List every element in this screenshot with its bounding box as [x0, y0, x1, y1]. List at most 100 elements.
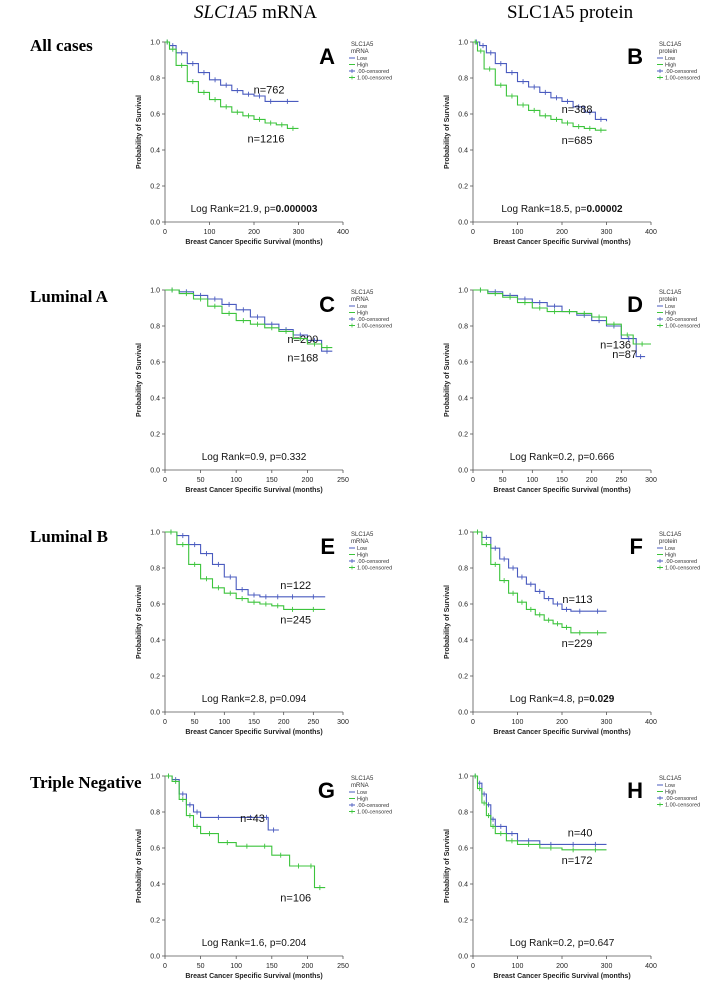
- x-tick-label: 400: [645, 963, 657, 970]
- x-tick-label: 50: [197, 963, 205, 970]
- survival-curve-high: [473, 289, 651, 345]
- x-tick-label: 250: [307, 719, 319, 726]
- log-rank-prefix: Log Rank=21.9, p=: [191, 204, 276, 215]
- n-label-high: n=172: [562, 855, 593, 867]
- x-axis-label: Breast Cancer Specific Survival (months): [185, 729, 322, 736]
- log-rank-prefix: Log Rank=2.8, p=: [202, 694, 282, 705]
- y-axis-label: Probability of Survival: [444, 95, 451, 169]
- legend-title: SLC1A5: [659, 532, 682, 538]
- y-tick-label: 0.6: [458, 602, 468, 609]
- legend-item: Low: [357, 56, 367, 62]
- legend-item: Low: [665, 783, 675, 789]
- y-tick-label: 0.0: [458, 954, 468, 961]
- survival-curve-high: [165, 531, 326, 610]
- y-axis-label: Probability of Survival: [444, 829, 451, 903]
- n-label-high: n=168: [287, 353, 318, 365]
- y-tick-label: 0.2: [458, 674, 468, 681]
- panel-letter: H: [627, 778, 643, 803]
- y-axis-label: Probability of Survival: [444, 343, 451, 417]
- legend-item: .00-censored: [665, 69, 697, 75]
- legend-title: SLC1A5: [351, 776, 374, 782]
- legend-title: SLC1A5: [659, 776, 682, 782]
- y-tick-label: 0.6: [458, 360, 468, 367]
- y-tick-label: 1.0: [458, 40, 468, 47]
- n-label-low: n=388: [562, 104, 593, 116]
- y-axis-label: Probability of Survival: [136, 829, 143, 903]
- x-axis-label: Breast Cancer Specific Survival (months): [493, 973, 630, 980]
- n-label-low: n=40: [568, 827, 593, 839]
- legend-item: .00-censored: [357, 69, 389, 75]
- n-label-high: n=106: [280, 893, 311, 905]
- p-value: 0.647: [589, 938, 614, 949]
- panel-letter: G: [318, 778, 335, 803]
- panel-h-chart: 0.0 0.2 0.4 0.6 0.8 1.0 0 100 200 300 400 Breast Ca…: [444, 773, 700, 980]
- x-tick-label: 300: [645, 477, 657, 484]
- legend-item: .00-censored: [665, 559, 697, 565]
- log-rank-prefix: Log Rank=18.5, p=: [501, 204, 586, 215]
- x-tick-label: 100: [218, 719, 230, 726]
- n-label-high: n=87: [612, 349, 637, 361]
- y-tick-label: 0.6: [150, 846, 160, 853]
- legend-item: .00-censored: [665, 796, 697, 802]
- y-tick-label: 0.0: [458, 220, 468, 227]
- y-tick-label: 0.0: [150, 710, 160, 717]
- legend-title: mRNA: [351, 297, 369, 303]
- legend-item: Low: [357, 790, 367, 796]
- y-tick-label: 1.0: [458, 530, 468, 537]
- x-tick-label: 400: [645, 229, 657, 236]
- legend-item: .00-censored: [357, 317, 389, 323]
- x-axis-label: Breast Cancer Specific Survival (months): [493, 239, 630, 246]
- y-tick-label: 0.0: [150, 954, 160, 961]
- y-tick-label: 0.8: [150, 566, 160, 573]
- p-value: 0.000003: [276, 204, 318, 215]
- p-value: 0.204: [281, 938, 306, 949]
- x-tick-label: 100: [230, 963, 242, 970]
- p-value: 0.029: [589, 694, 614, 705]
- legend-item: High: [665, 63, 676, 69]
- legend-item: High: [357, 797, 368, 803]
- legend-item: Low: [357, 304, 367, 310]
- survival-curve-high: [165, 289, 333, 349]
- x-tick-label: 0: [163, 477, 167, 484]
- n-label-low: n=136: [600, 340, 631, 352]
- legend-title: SLC1A5: [351, 42, 374, 48]
- x-tick-label: 200: [278, 719, 290, 726]
- panel-b-chart: 0.0 0.2 0.4 0.6 0.8 1.0 0 100 200 300 400 Breast Ca…: [444, 39, 700, 246]
- survival-curve-low: [165, 531, 326, 598]
- y-tick-label: 0.8: [150, 810, 160, 817]
- legend-item: 1.00-censored: [357, 810, 392, 816]
- x-tick-label: 100: [204, 229, 216, 236]
- legend-item: 1.00-censored: [357, 76, 392, 82]
- y-tick-label: 0.8: [150, 324, 160, 331]
- panel-g-chart: 0.0 0.2 0.4 0.6 0.8 1.0 0 50 100 150 200 250 Breast …: [136, 773, 392, 980]
- x-tick-label: 250: [337, 477, 349, 484]
- panel-letter: A: [319, 44, 335, 69]
- x-tick-label: 300: [293, 229, 305, 236]
- y-tick-label: 0.4: [458, 638, 468, 645]
- survival-curve-high: [473, 775, 607, 851]
- survival-curve-high: [473, 41, 607, 131]
- y-tick-label: 0.8: [458, 324, 468, 331]
- legend-item: 1.00-censored: [357, 566, 392, 572]
- legend-item: High: [665, 790, 676, 796]
- n-label-high: n=1216: [247, 133, 284, 145]
- legend-title: SLC1A5: [659, 290, 682, 296]
- x-tick-label: 0: [471, 719, 475, 726]
- y-tick-label: 0.4: [458, 396, 468, 403]
- panel-letter: C: [319, 292, 335, 317]
- x-tick-label: 200: [302, 477, 314, 484]
- x-tick-label: 200: [556, 229, 568, 236]
- y-tick-label: 0.6: [150, 360, 160, 367]
- panel-c-chart: 0.0 0.2 0.4 0.6 0.8 1.0 0 50 100 150 200 250 Breast …: [136, 287, 392, 494]
- n-label-high: n=229: [562, 638, 593, 650]
- survival-curve-high: [165, 775, 326, 889]
- p-value: 0.332: [281, 452, 306, 463]
- legend-item: 1.00-censored: [665, 566, 700, 572]
- legend-title: mRNA: [351, 49, 369, 55]
- legend-item: High: [357, 63, 368, 69]
- column-title-protein: SLC1A5 protein: [507, 2, 634, 23]
- panel-e-chart: 0.0 0.2 0.4 0.6 0.8 1.0 0 50 100 150 200 250 300 Brea…: [136, 529, 392, 736]
- panel-letter: D: [627, 292, 643, 317]
- legend-item: High: [357, 553, 368, 559]
- y-tick-label: 1.0: [150, 530, 160, 537]
